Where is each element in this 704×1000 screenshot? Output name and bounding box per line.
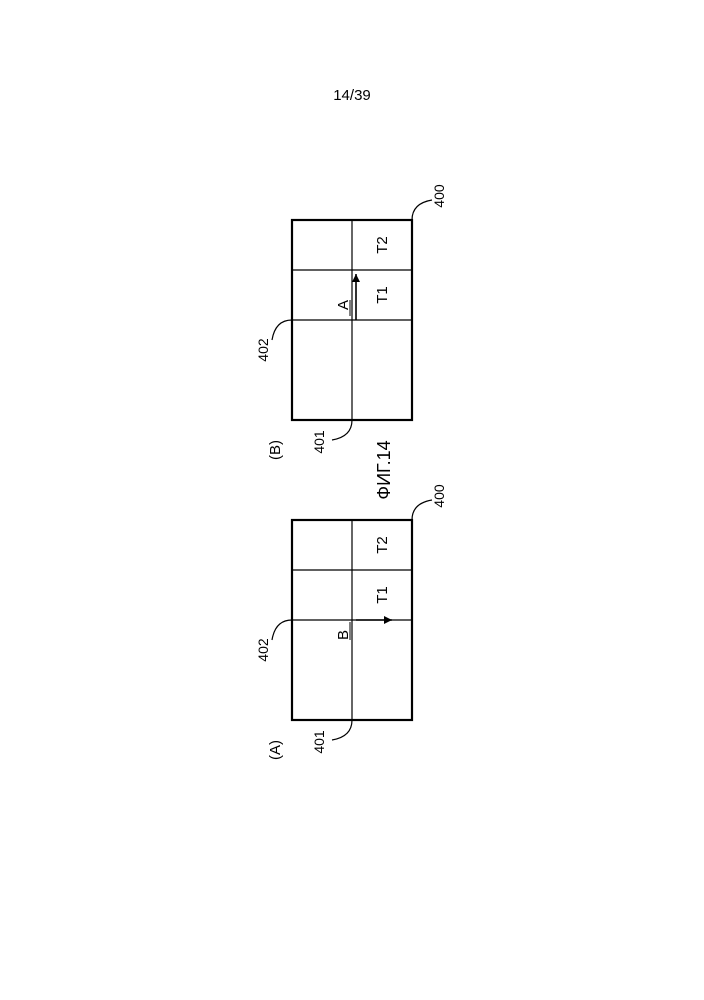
- panel-a-sublabel: (A): [267, 740, 284, 760]
- panel-a-t2-label: T2: [374, 536, 391, 554]
- panel-b-letter: A: [335, 300, 352, 310]
- panel-b-ref-400: 400: [431, 184, 447, 208]
- diagram-canvas: 14/39 A T1 T2: [0, 0, 704, 1000]
- panel-a-ref-402: 402: [255, 638, 271, 662]
- panel-b: A T1 T2 401 402 400: [255, 184, 447, 454]
- panel-b-ref-401: 401: [311, 430, 327, 454]
- figure-label: ФИГ.14: [374, 440, 394, 499]
- panel-a-letter: B: [335, 630, 352, 640]
- panel-a-ref-401: 401: [311, 730, 327, 754]
- panel-b-sublabel: (B): [267, 440, 284, 460]
- panel-b-t2-label: T2: [374, 236, 391, 254]
- panel-b-ref-402: 402: [255, 338, 271, 362]
- page-header: 14/39: [333, 87, 371, 104]
- panel-a: B T1 T2 401 402 400: [255, 484, 447, 754]
- panel-b-t1-label: T1: [374, 286, 391, 304]
- panel-a-t1-label: T1: [374, 586, 391, 604]
- panel-a-ref-400: 400: [431, 484, 447, 508]
